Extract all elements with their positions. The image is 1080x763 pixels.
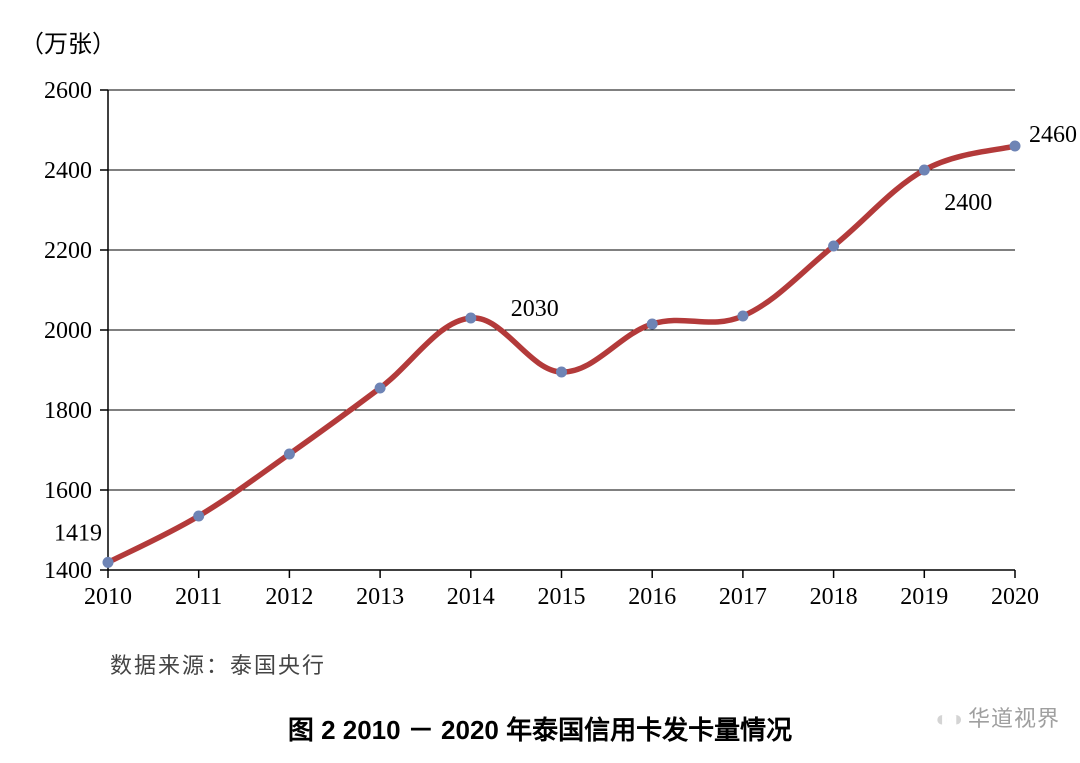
data-point	[647, 319, 657, 329]
y-tick-label: 1400	[44, 558, 92, 584]
data-point	[1010, 141, 1020, 151]
x-tick-label: 2012	[265, 584, 313, 610]
x-tick-label: 2016	[628, 584, 676, 610]
y-tick-label: 1600	[44, 478, 92, 504]
x-tick-label: 2015	[538, 584, 586, 610]
data-point	[829, 241, 839, 251]
line-chart: 1400 1600 1800 2000 2200 2400 2600 2010 2011 2012…	[0, 0, 1080, 640]
y-tick-label: 1800	[44, 398, 92, 424]
x-tick-label: 2010	[84, 584, 132, 610]
y-axis-unit-label: （万张）	[20, 24, 116, 59]
series-line	[108, 146, 1015, 562]
data-point	[103, 557, 113, 567]
data-point	[375, 383, 385, 393]
data-point	[284, 449, 294, 459]
x-tick-label: 2013	[356, 584, 404, 610]
figure-caption: 图 2 2010 － 2020 年泰国信用卡发卡量情况	[0, 710, 1080, 747]
y-tick-label: 2200	[44, 238, 92, 264]
x-tick-label: 2018	[810, 584, 858, 610]
data-point	[919, 165, 929, 175]
data-point	[738, 311, 748, 321]
chart-container: （万张） 1400 1600 1800 2000 2200 2400 2600 2010 201…	[0, 0, 1080, 763]
data-point-label: 2400	[944, 190, 992, 216]
data-point-label: 1419	[54, 520, 102, 546]
x-tick-label: 2020	[991, 584, 1039, 610]
data-source-label: 数据来源：泰国央行	[110, 648, 326, 680]
y-tick-label: 2400	[44, 158, 92, 184]
x-tick-label: 2017	[719, 584, 767, 610]
data-point-label: 2030	[511, 296, 559, 322]
y-tick-label: 2600	[44, 78, 92, 104]
data-point-label: 2460	[1029, 122, 1077, 148]
data-point	[194, 511, 204, 521]
x-tick-label: 2014	[447, 584, 495, 610]
y-tick-label: 2000	[44, 318, 92, 344]
data-point	[557, 367, 567, 377]
x-tick-label: 2011	[175, 584, 222, 610]
data-point	[466, 313, 476, 323]
x-tick-label: 2019	[900, 584, 948, 610]
